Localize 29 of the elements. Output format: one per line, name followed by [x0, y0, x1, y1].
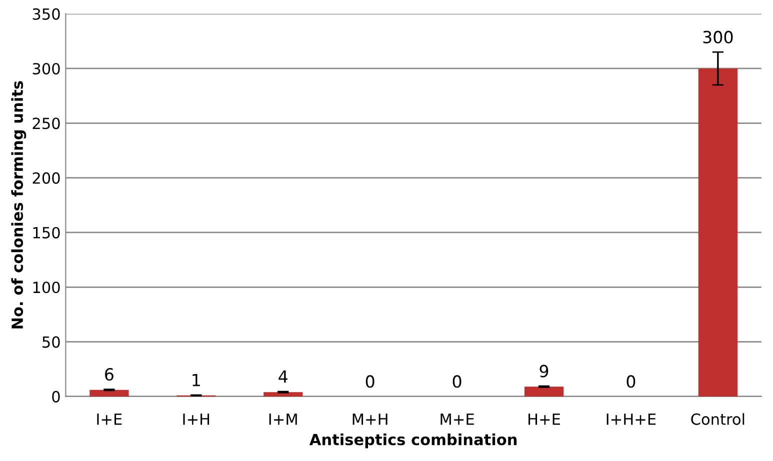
data-label: 0 [626, 375, 636, 388]
y-tick-label: 200 [32, 172, 60, 184]
data-label: 1 [192, 374, 200, 386]
y-tick-label: 300 [32, 62, 60, 75]
bar [698, 68, 738, 396]
y-tick-label: 250 [32, 118, 60, 130]
y-tick-label: 0 [52, 390, 60, 402]
data-label: 0 [366, 375, 374, 388]
x-tick-label: H+E [528, 414, 560, 425]
data-label: 6 [105, 368, 114, 381]
bar [90, 390, 129, 396]
y-axis-title: No. of colonies forming units [11, 81, 26, 328]
x-tick-label: M+E [440, 414, 474, 425]
x-tick-label: I+M [269, 414, 297, 425]
y-tick-label: 150 [33, 226, 60, 238]
y-tick-label: 350 [32, 8, 60, 20]
data-label: 0 [452, 375, 462, 388]
x-axis-title: Antiseptics combination [309, 433, 517, 448]
x-tick-label: I+E [97, 414, 122, 425]
x-tick-label: I+H+E [606, 414, 656, 425]
y-tick-label: 50 [42, 336, 60, 348]
y-tick-label: 100 [33, 282, 60, 294]
data-label: 9 [540, 364, 548, 378]
data-label: 300 [703, 30, 733, 44]
bar [524, 386, 564, 396]
x-tick-label: Control [691, 413, 744, 425]
data-label: 4 [278, 370, 288, 383]
x-tick-label: I+H [183, 414, 210, 425]
x-tick-label: M+H [352, 414, 388, 425]
